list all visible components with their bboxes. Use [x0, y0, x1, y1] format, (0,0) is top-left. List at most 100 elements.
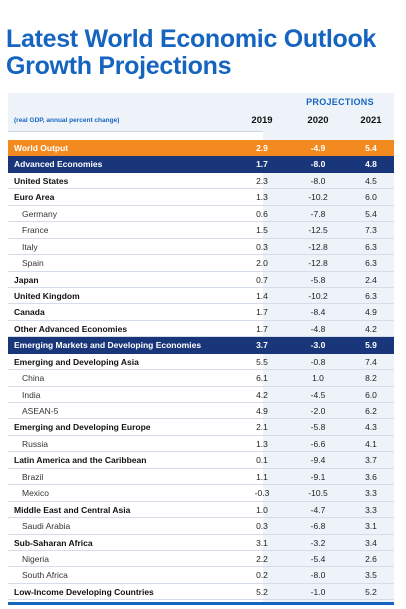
- value-2020: -10.5: [308, 488, 328, 499]
- table-row: Saudi Arabia 0.3 -6.8 3.1: [8, 518, 394, 535]
- value-2019: 0.7: [256, 274, 268, 285]
- row-name: Japan: [14, 274, 39, 285]
- value-2020: -4.5: [310, 389, 326, 400]
- row-name: ASEAN-5: [22, 406, 59, 416]
- value-2021: 8.2: [365, 373, 377, 384]
- table-row: Low-Income Developing Countries 5.2 -1.0 5.…: [8, 584, 394, 601]
- value-2021: 4.5: [365, 175, 377, 186]
- row-name: India: [22, 389, 41, 400]
- value-2019: 2.0: [256, 258, 268, 269]
- value-2021: 6.3: [365, 290, 377, 301]
- value-2021: 4.8: [365, 159, 377, 170]
- value-2021: 3.3: [365, 504, 377, 515]
- value-2019: 1.1: [256, 471, 268, 482]
- value-2021: 6.2: [365, 406, 377, 416]
- table-row: Sub-Saharan Africa 3.1 -3.2 3.4: [8, 535, 394, 551]
- row-name: Low-Income Developing Countries: [14, 586, 154, 597]
- value-2019: 0.1: [256, 455, 268, 466]
- value-2019: 0.6: [256, 208, 268, 219]
- table-row: Middle East and Central Asia 1.0 -4.7 3.3: [8, 502, 394, 519]
- row-name: Advanced Economies: [14, 159, 103, 170]
- row-name: South Africa: [22, 570, 68, 581]
- table-row: China 6.1 1.0 8.2: [8, 370, 394, 387]
- value-2019: 2.9: [256, 143, 268, 153]
- value-2020: -10.2: [308, 192, 328, 203]
- value-2021: 3.4: [365, 537, 377, 548]
- row-name: Euro Area: [14, 192, 55, 203]
- value-2020: -12.8: [308, 258, 328, 269]
- table-row: ASEAN-5 4.9 -2.0 6.2: [8, 403, 394, 420]
- table-row: Italy 0.3 -12.8 6.3: [8, 239, 394, 256]
- value-2021: 6.3: [365, 258, 377, 269]
- value-2020: -0.8: [310, 356, 326, 367]
- value-2021: 4.9: [365, 307, 377, 318]
- row-name: Brazil: [22, 471, 44, 482]
- value-2020: -5.8: [310, 274, 326, 285]
- table-row: India 4.2 -4.5 6.0: [8, 387, 394, 403]
- table-row: Euro Area 1.3 -10.2 6.0: [8, 189, 394, 206]
- table-row: Spain 2.0 -12.8 6.3: [8, 255, 394, 272]
- value-2020: -1.0: [310, 586, 326, 597]
- value-2021: 3.6: [365, 471, 377, 482]
- value-2020: -5.8: [310, 422, 326, 433]
- value-2020: -8.0: [310, 570, 326, 581]
- year-header-2021: 2021: [360, 115, 382, 126]
- row-name: France: [22, 225, 49, 236]
- table-row: Japan 0.7 -5.8 2.4: [8, 272, 394, 288]
- value-2021: 4.2: [365, 323, 377, 334]
- table-row: World Output 2.9 -4.9 5.4: [8, 140, 394, 157]
- value-2020: -8.0: [310, 175, 326, 186]
- row-name: United States: [14, 175, 69, 186]
- table-row: Nigeria 2.2 -5.4 2.6: [8, 551, 394, 568]
- value-2019: 5.2: [256, 586, 268, 597]
- page-title: Latest World Economic Outlook Growth Pro…: [6, 25, 377, 80]
- value-2021: 3.5: [365, 570, 377, 581]
- table-row: United States 2.3 -8.0 4.5: [8, 173, 394, 190]
- value-2020: -3.2: [310, 537, 326, 548]
- value-2020: -8.4: [310, 307, 326, 318]
- value-2021: 3.1: [365, 521, 377, 532]
- value-2020: -9.1: [310, 471, 326, 482]
- table-row: South Africa 0.2 -8.0 3.5: [8, 567, 394, 584]
- projections-header: PROJECTIONS: [8, 93, 394, 111]
- row-name: Middle East and Central Asia: [14, 504, 131, 515]
- value-2021: 6.3: [365, 241, 377, 252]
- value-2019: 1.3: [256, 192, 268, 203]
- bottom-divider: [8, 602, 394, 605]
- row-name: Russia: [22, 438, 48, 449]
- row-name: Mexico: [22, 488, 49, 499]
- row-name: Nigeria: [22, 553, 49, 564]
- row-name: World Output: [14, 143, 69, 153]
- value-2021: 5.2: [365, 586, 377, 597]
- row-name: Sub-Saharan Africa: [14, 537, 93, 548]
- row-name: Saudi Arabia: [22, 521, 71, 532]
- row-name: Other Advanced Economies: [14, 323, 128, 334]
- value-2020: -3.0: [310, 340, 326, 351]
- row-name: Germany: [22, 208, 57, 219]
- table-row: Latin America and the Caribbean 0.1 -9.4 3.…: [8, 452, 394, 469]
- row-name: Latin America and the Caribbean: [14, 455, 147, 466]
- year-header-2019: 2019: [251, 115, 273, 126]
- value-2020: -2.0: [310, 406, 326, 416]
- row-name: Emerging and Developing Asia: [14, 356, 139, 367]
- row-name: Spain: [22, 258, 44, 269]
- value-2021: 3.7: [365, 455, 377, 466]
- value-2020: -12.8: [308, 241, 328, 252]
- value-2020: -10.2: [308, 290, 328, 301]
- row-name: United Kingdom: [14, 290, 80, 301]
- year-header-2020: 2020: [307, 115, 329, 126]
- value-2020: -7.8: [310, 208, 326, 219]
- value-2019: 1.3: [256, 438, 268, 449]
- value-2021: 2.6: [365, 553, 377, 564]
- projections-table: PROJECTIONS (real GDP, annual percent ch…: [8, 93, 394, 603]
- value-2021: 5.9: [365, 340, 377, 351]
- value-2019: 1.0: [256, 504, 268, 515]
- value-2020: -4.9: [310, 143, 326, 153]
- table-row: Germany 0.6 -7.8 5.4: [8, 206, 394, 223]
- value-2021: 3.3: [365, 488, 377, 499]
- value-2019: 3.7: [256, 340, 268, 351]
- value-2019: 2.3: [256, 175, 268, 186]
- table-row: Advanced Economies 1.7 -8.0 4.8: [8, 156, 394, 173]
- value-2021: 2.4: [365, 274, 377, 285]
- value-2019: 3.1: [256, 537, 268, 548]
